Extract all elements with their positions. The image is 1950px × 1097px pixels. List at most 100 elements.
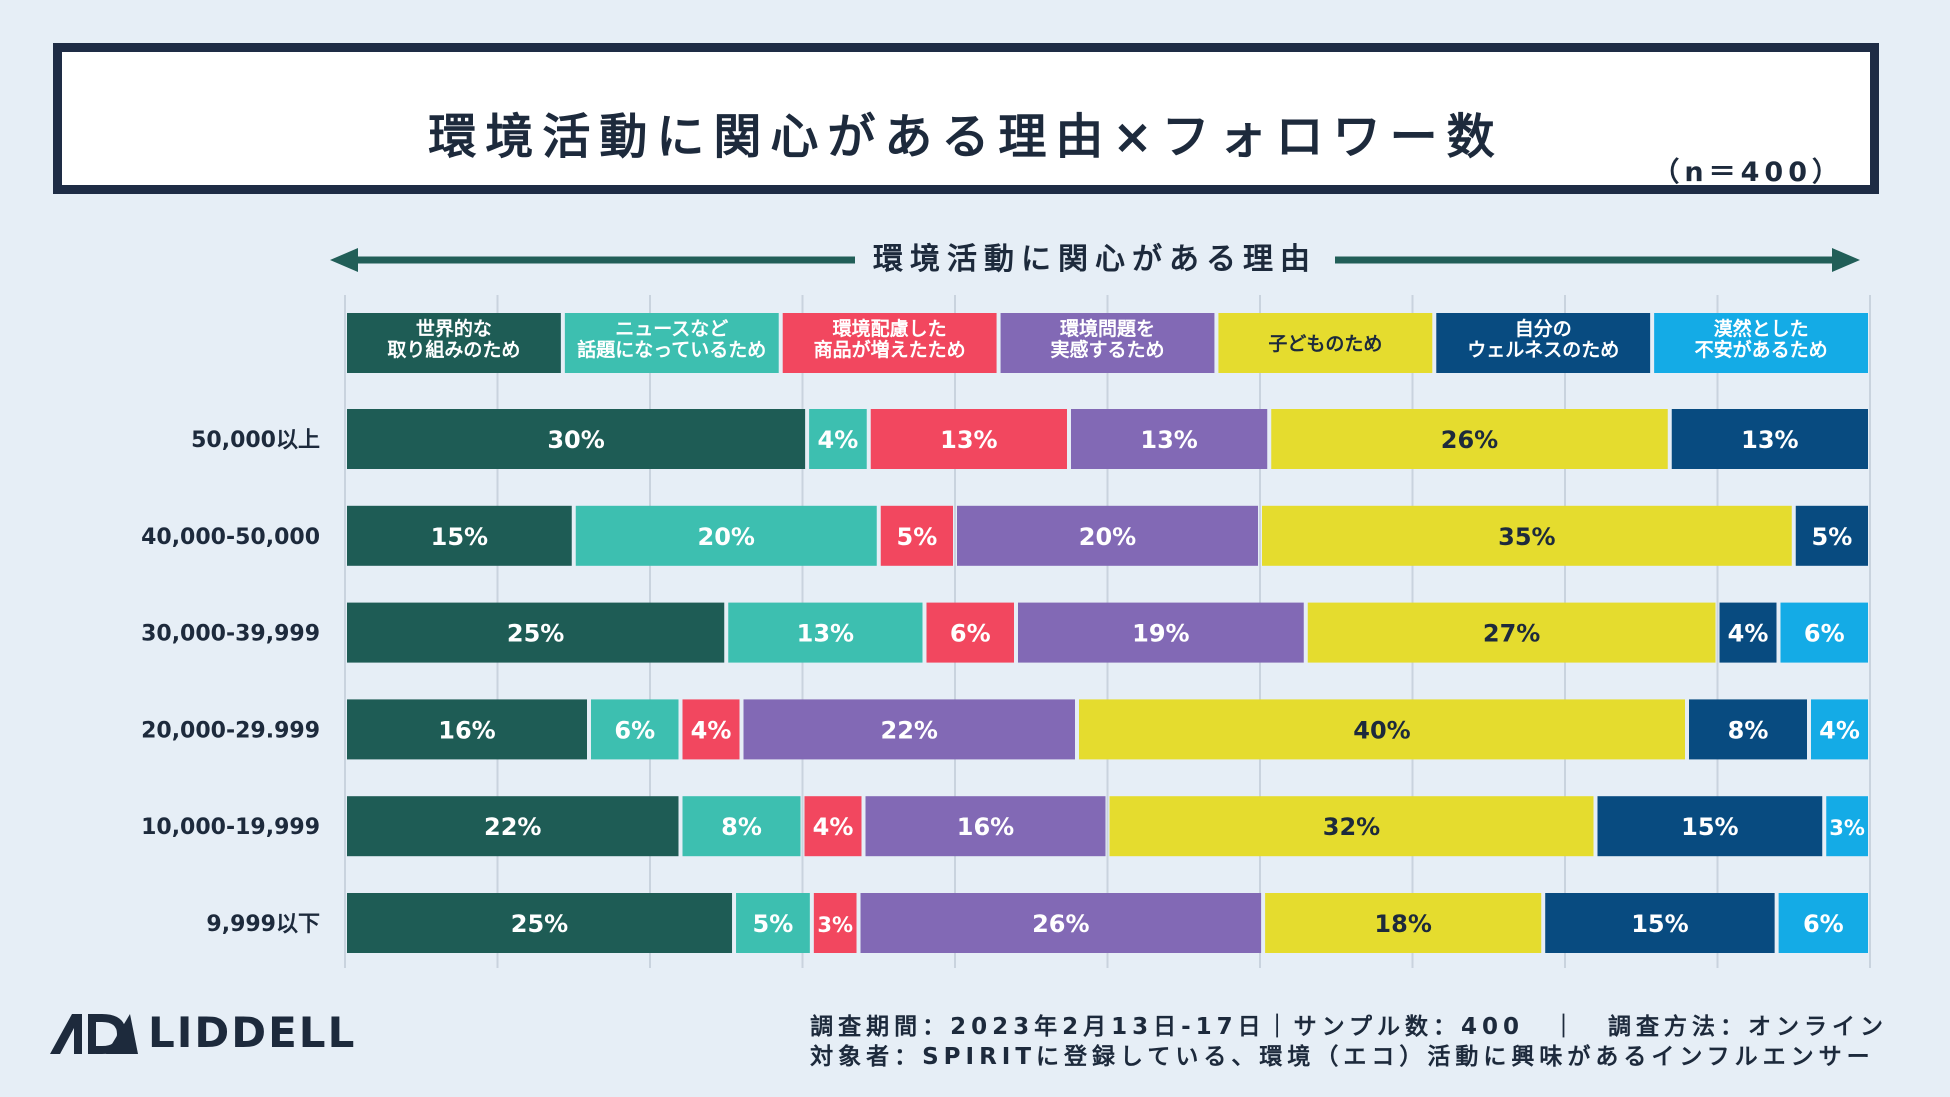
bar-segment [1265,893,1542,953]
bar-segment [1271,409,1668,469]
bar-segment [736,893,810,953]
bar-segment [347,893,733,953]
bar-segment [870,409,1067,469]
category-label: 30,000-39,999 [141,622,320,647]
data-label: 5% [753,910,794,938]
axis-caption-label: 環境活動に関心がある理由 [855,242,1335,277]
survey-notes-line2: 対象者：SPIRITに登録している、環境（エコ）活動に興味があるインフルエンサー [810,1044,1875,1070]
data-label: 4% [813,813,854,841]
bar-segment [957,505,1258,566]
category-label: 20,000-29.999 [141,718,320,743]
bar-segment [1018,602,1304,663]
legend-swatch [1654,313,1868,373]
legend-label: 世界的な取り組みのため [387,317,520,361]
bar-segment [1597,796,1823,857]
data-label: 19% [1132,620,1189,648]
legend-label: 環境配慮した商品が増えたため [814,317,966,361]
data-label: 4% [1819,716,1860,744]
data-label: 15% [1631,910,1688,938]
bar-segment [1719,602,1777,663]
bar-segment [1778,893,1868,953]
data-label: 26% [1032,910,1089,938]
bar-segment [809,409,867,469]
data-label: 25% [507,620,564,648]
bar-segment [1671,409,1868,469]
data-label: 8% [1728,716,1769,744]
data-label: 6% [1803,910,1844,938]
bar-segment [1079,699,1685,760]
data-label: 18% [1374,910,1431,938]
data-label: 40% [1353,716,1410,744]
bar-segment [926,602,1014,663]
bar-segment [591,699,679,760]
legend-label: 漠然とした不安があるため [1695,317,1828,361]
bar-segment [804,796,862,857]
bar-segment [1109,796,1594,857]
data-label: 15% [1681,813,1738,841]
bar-segment [743,699,1075,760]
stacked-bar-chart: 世界的な取り組みのため ニュースなど話題になっているため 環境配慮した商品が増えたた… [141,295,1871,968]
bar-segment [1795,505,1868,566]
bar-segment [682,796,801,857]
data-label: 16% [957,813,1014,841]
bar-segment [813,893,857,953]
data-label: 20% [1079,523,1136,551]
title-box: 環境活動に関心がある理由×フォロワー数 （n＝400） [53,43,1879,194]
category-label: 9,999以下 [206,912,320,937]
bar-segment [1545,893,1775,953]
data-label: 35% [1498,523,1555,551]
chart-title: 環境活動に関心がある理由×フォロワー数 [428,109,1504,165]
data-label: 20% [698,523,755,551]
bar-segment [880,505,953,566]
liddell-logo-icon [50,1014,138,1054]
bar-segment [347,409,806,469]
data-label: 6% [950,620,991,648]
legend-swatch [1218,313,1433,373]
data-label: 32% [1323,813,1380,841]
data-label: 6% [614,716,655,744]
legend-label: 環境問題を実感するため [1050,317,1164,361]
bar-segment [865,796,1106,857]
bar-segment [1070,409,1268,469]
bar-segment [1811,699,1868,760]
legend-label: 自分のウェルネスのため [1467,317,1619,361]
bar-segment [1780,602,1868,663]
axis-caption: 環境活動に関心がある理由 [330,240,1860,280]
category-label: 50,000以上 [191,428,320,453]
bar-segment [347,699,587,760]
bar-segment [347,602,725,663]
data-label: 4% [1728,620,1769,648]
data-label: 8% [721,813,762,841]
data-label: 13% [1741,426,1798,454]
legend-swatch [564,313,779,373]
bar-segment [575,505,877,566]
bar-segment [1689,699,1807,760]
data-label: 13% [797,620,854,648]
data-label: 22% [484,813,541,841]
data-label: 13% [1140,426,1197,454]
bar-segment [347,505,572,566]
data-label: 5% [1812,523,1853,551]
legend-swatch [347,313,561,373]
sample-size-note: （n＝400） [1652,157,1844,188]
category-label: 10,000-19,999 [141,815,320,840]
bar-segment [860,893,1262,953]
bar-segment [1262,505,1792,566]
data-label: 4% [818,426,859,454]
survey-notes: 調査期間：2023年2月13日-17日｜サンプル数：400 ｜ 調査方法：オンラ… [810,1012,1888,1072]
data-label: 4% [691,716,732,744]
data-label: 6% [1804,620,1845,648]
data-label: 3% [1829,816,1865,840]
bar-segment [1826,796,1868,857]
bar-segment [728,602,923,663]
data-label: 30% [547,426,604,454]
data-label: 27% [1483,620,1540,648]
bar-segment [347,796,679,857]
data-label: 22% [881,716,938,744]
data-label: 5% [897,523,938,551]
legend-swatch [1436,313,1651,373]
survey-notes-line1: 調査期間：2023年2月13日-17日｜サンプル数：400 ｜ 調査方法：オンラ… [810,1014,1888,1040]
bar-segment [1307,602,1716,663]
data-label: 16% [438,716,495,744]
legend-swatch [782,313,997,373]
